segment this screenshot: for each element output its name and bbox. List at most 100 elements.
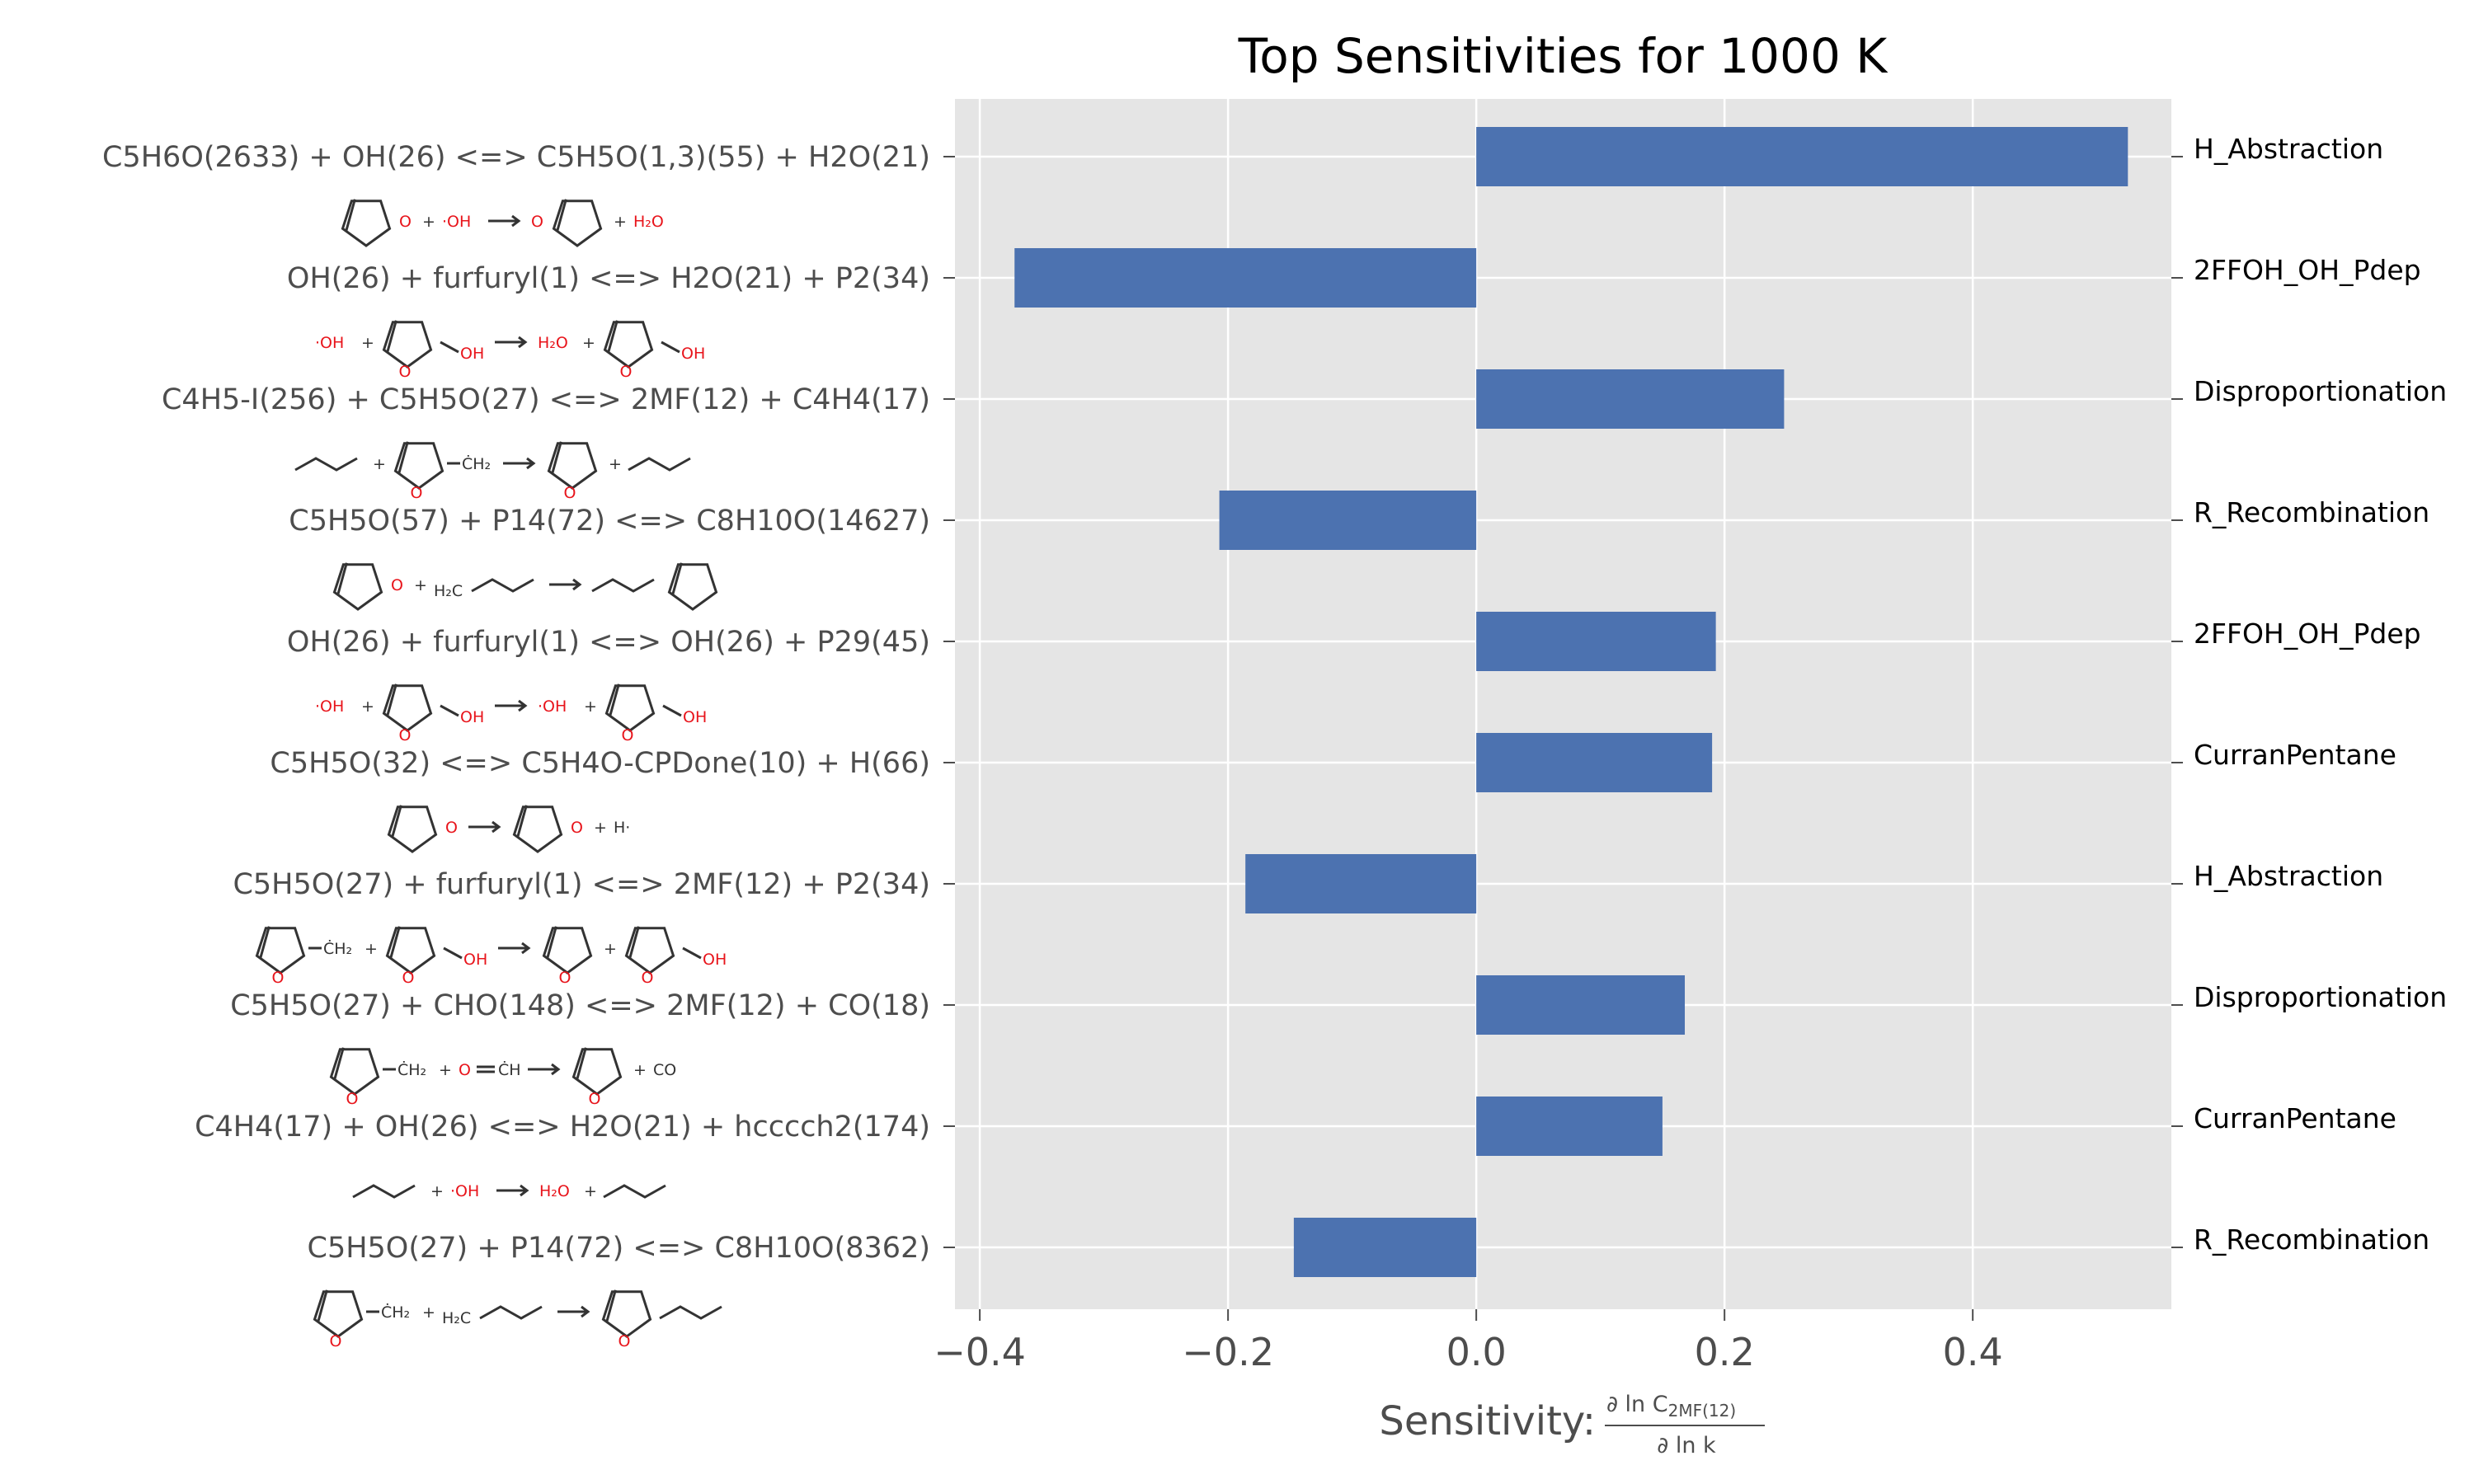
reaction-scheme: + O ĊH₂ O + [294, 441, 691, 502]
plus-sign: + [365, 940, 378, 958]
hydroxyl-label: OH [463, 951, 487, 969]
plus-sign: + [584, 1182, 597, 1200]
ring-bond [382, 684, 433, 732]
reaction-label: C5H5O(57) + P14(72) <=> C8H10O(14627) [289, 505, 930, 538]
double-bond [389, 926, 401, 960]
methylene-label: ĊH₂ [381, 1303, 410, 1322]
x-tick-label: −0.2 [1182, 1330, 1274, 1374]
bond [661, 340, 680, 354]
plus-sign: + [422, 1303, 435, 1322]
ring-bond [601, 1290, 652, 1338]
chain-bond [294, 457, 358, 472]
bars-group [1014, 127, 2128, 1277]
plus-sign: + [614, 213, 627, 231]
family-label: H_Abstraction [2194, 133, 2383, 165]
ring-bond [255, 927, 306, 974]
chart-title: Top Sensitivities for 1000 K [1238, 28, 1889, 84]
reaction-arrowhead [526, 457, 536, 470]
family-label: R_Recombination [2194, 1223, 2429, 1256]
reaction-arrowhead [581, 1305, 590, 1318]
plus-sign: + [582, 334, 595, 352]
reaction-scheme: O O + H· [387, 805, 630, 853]
ring-bond [385, 927, 436, 974]
reaction-label: C5H5O(27) + furfuryl(1) <=> 2MF(12) + P2… [233, 868, 930, 901]
double-bond [345, 199, 356, 232]
ring-bond [329, 1048, 380, 1096]
double-bond [259, 926, 270, 960]
methylene-label: H₂C [442, 1309, 471, 1327]
double-bond [391, 805, 402, 838]
double-bond [609, 683, 620, 717]
water-label: H₂O [633, 213, 664, 231]
reaction-arrowhead [518, 336, 528, 349]
methylene-label: ĊH₂ [462, 454, 491, 473]
reaction-label: C4H4(17) + OH(26) <=> H2O(21) + hcccch2(… [195, 1111, 930, 1144]
reaction-label: OH(26) + furfuryl(1) <=> OH(26) + P29(45… [287, 626, 930, 659]
ring-bond [313, 1290, 364, 1338]
plus-sign: + [584, 697, 597, 716]
double-bond [333, 1047, 345, 1081]
reaction-scheme: + ·OH H₂O + [352, 1182, 666, 1200]
plus-sign: + [430, 1182, 444, 1200]
reaction-label: C5H6O(2633) + OH(26) <=> C5H5O(1,3)(55) … [102, 141, 930, 174]
ring-bond [603, 321, 654, 369]
chain-bond [659, 1305, 722, 1320]
double-bond [576, 1047, 587, 1081]
hydroxyl-label: ·OH [538, 697, 567, 716]
ring-oxygen-label: O [620, 363, 633, 381]
ring-bond [393, 442, 444, 490]
plus-sign: + [361, 697, 374, 716]
reaction-arrowhead [551, 1063, 561, 1076]
ring-bond [341, 200, 392, 247]
hydroxyl-label: OH [460, 345, 484, 363]
double-bond [628, 926, 640, 960]
double-bond [386, 683, 397, 717]
bar [1476, 612, 1716, 671]
x-tick-label: 0.4 [1943, 1330, 2003, 1374]
reaction-label: C5H5O(27) + CHO(148) <=> 2MF(12) + CO(18… [230, 989, 930, 1022]
x-tick-label: −0.4 [934, 1330, 1026, 1374]
x-axis-label-numerator: ∂ ln C2MF(12) [1606, 1392, 1736, 1421]
oxygen-label: O [445, 819, 458, 837]
ring-oxygen-label: O [272, 969, 285, 987]
chain-bond [471, 578, 534, 593]
plus-sign: + [414, 576, 427, 594]
x-tick-label: 0.2 [1695, 1330, 1755, 1374]
plus-sign: + [604, 940, 617, 958]
ring-oxygen-label: O [622, 726, 634, 744]
reaction-arrowhead [521, 942, 531, 955]
reaction-label: C5H5O(32) <=> C5H4O-CPDone(10) + H(66) [270, 747, 930, 780]
bond [662, 704, 682, 717]
plus-sign: + [361, 334, 374, 352]
ring-oxygen-label: O [411, 484, 423, 502]
ring-bond [667, 563, 718, 611]
double-bond [386, 320, 397, 354]
ring-bond [624, 927, 675, 974]
ring-oxygen-label: O [618, 1332, 631, 1350]
double-bond [336, 562, 348, 596]
plus-sign: + [439, 1061, 452, 1079]
reaction-label: C4H5-I(256) + C5H5O(27) <=> 2MF(12) + C4… [162, 383, 930, 416]
ring-oxygen-label: O [559, 969, 571, 987]
chain-bond [603, 1184, 666, 1199]
double-bond [551, 441, 562, 475]
ring-bond [604, 684, 656, 732]
chain-bond [628, 457, 691, 472]
reaction-scheme: O ĊH₂ + H₂C O [313, 1289, 722, 1350]
ring-oxygen-label: O [402, 969, 415, 987]
double-bond [317, 1289, 328, 1323]
family-label: CurranPentane [2194, 1102, 2396, 1134]
ring-oxygen-label: O [564, 484, 576, 502]
reaction-scheme: O + ·OH O + H₂O [341, 199, 664, 247]
reaction-scheme: ·OH + O OH H₂O + O OH [315, 320, 705, 381]
reaction-arrowhead [520, 1184, 529, 1197]
double-bond [607, 320, 618, 354]
bond [440, 340, 459, 354]
ring-oxygen-label: O [399, 363, 412, 381]
bar [1476, 733, 1713, 792]
reaction-scheme: O + H₂C [332, 562, 718, 611]
chain-bond [479, 1305, 543, 1320]
bar [1014, 248, 1477, 308]
ring-oxygen-label: O [399, 726, 412, 744]
